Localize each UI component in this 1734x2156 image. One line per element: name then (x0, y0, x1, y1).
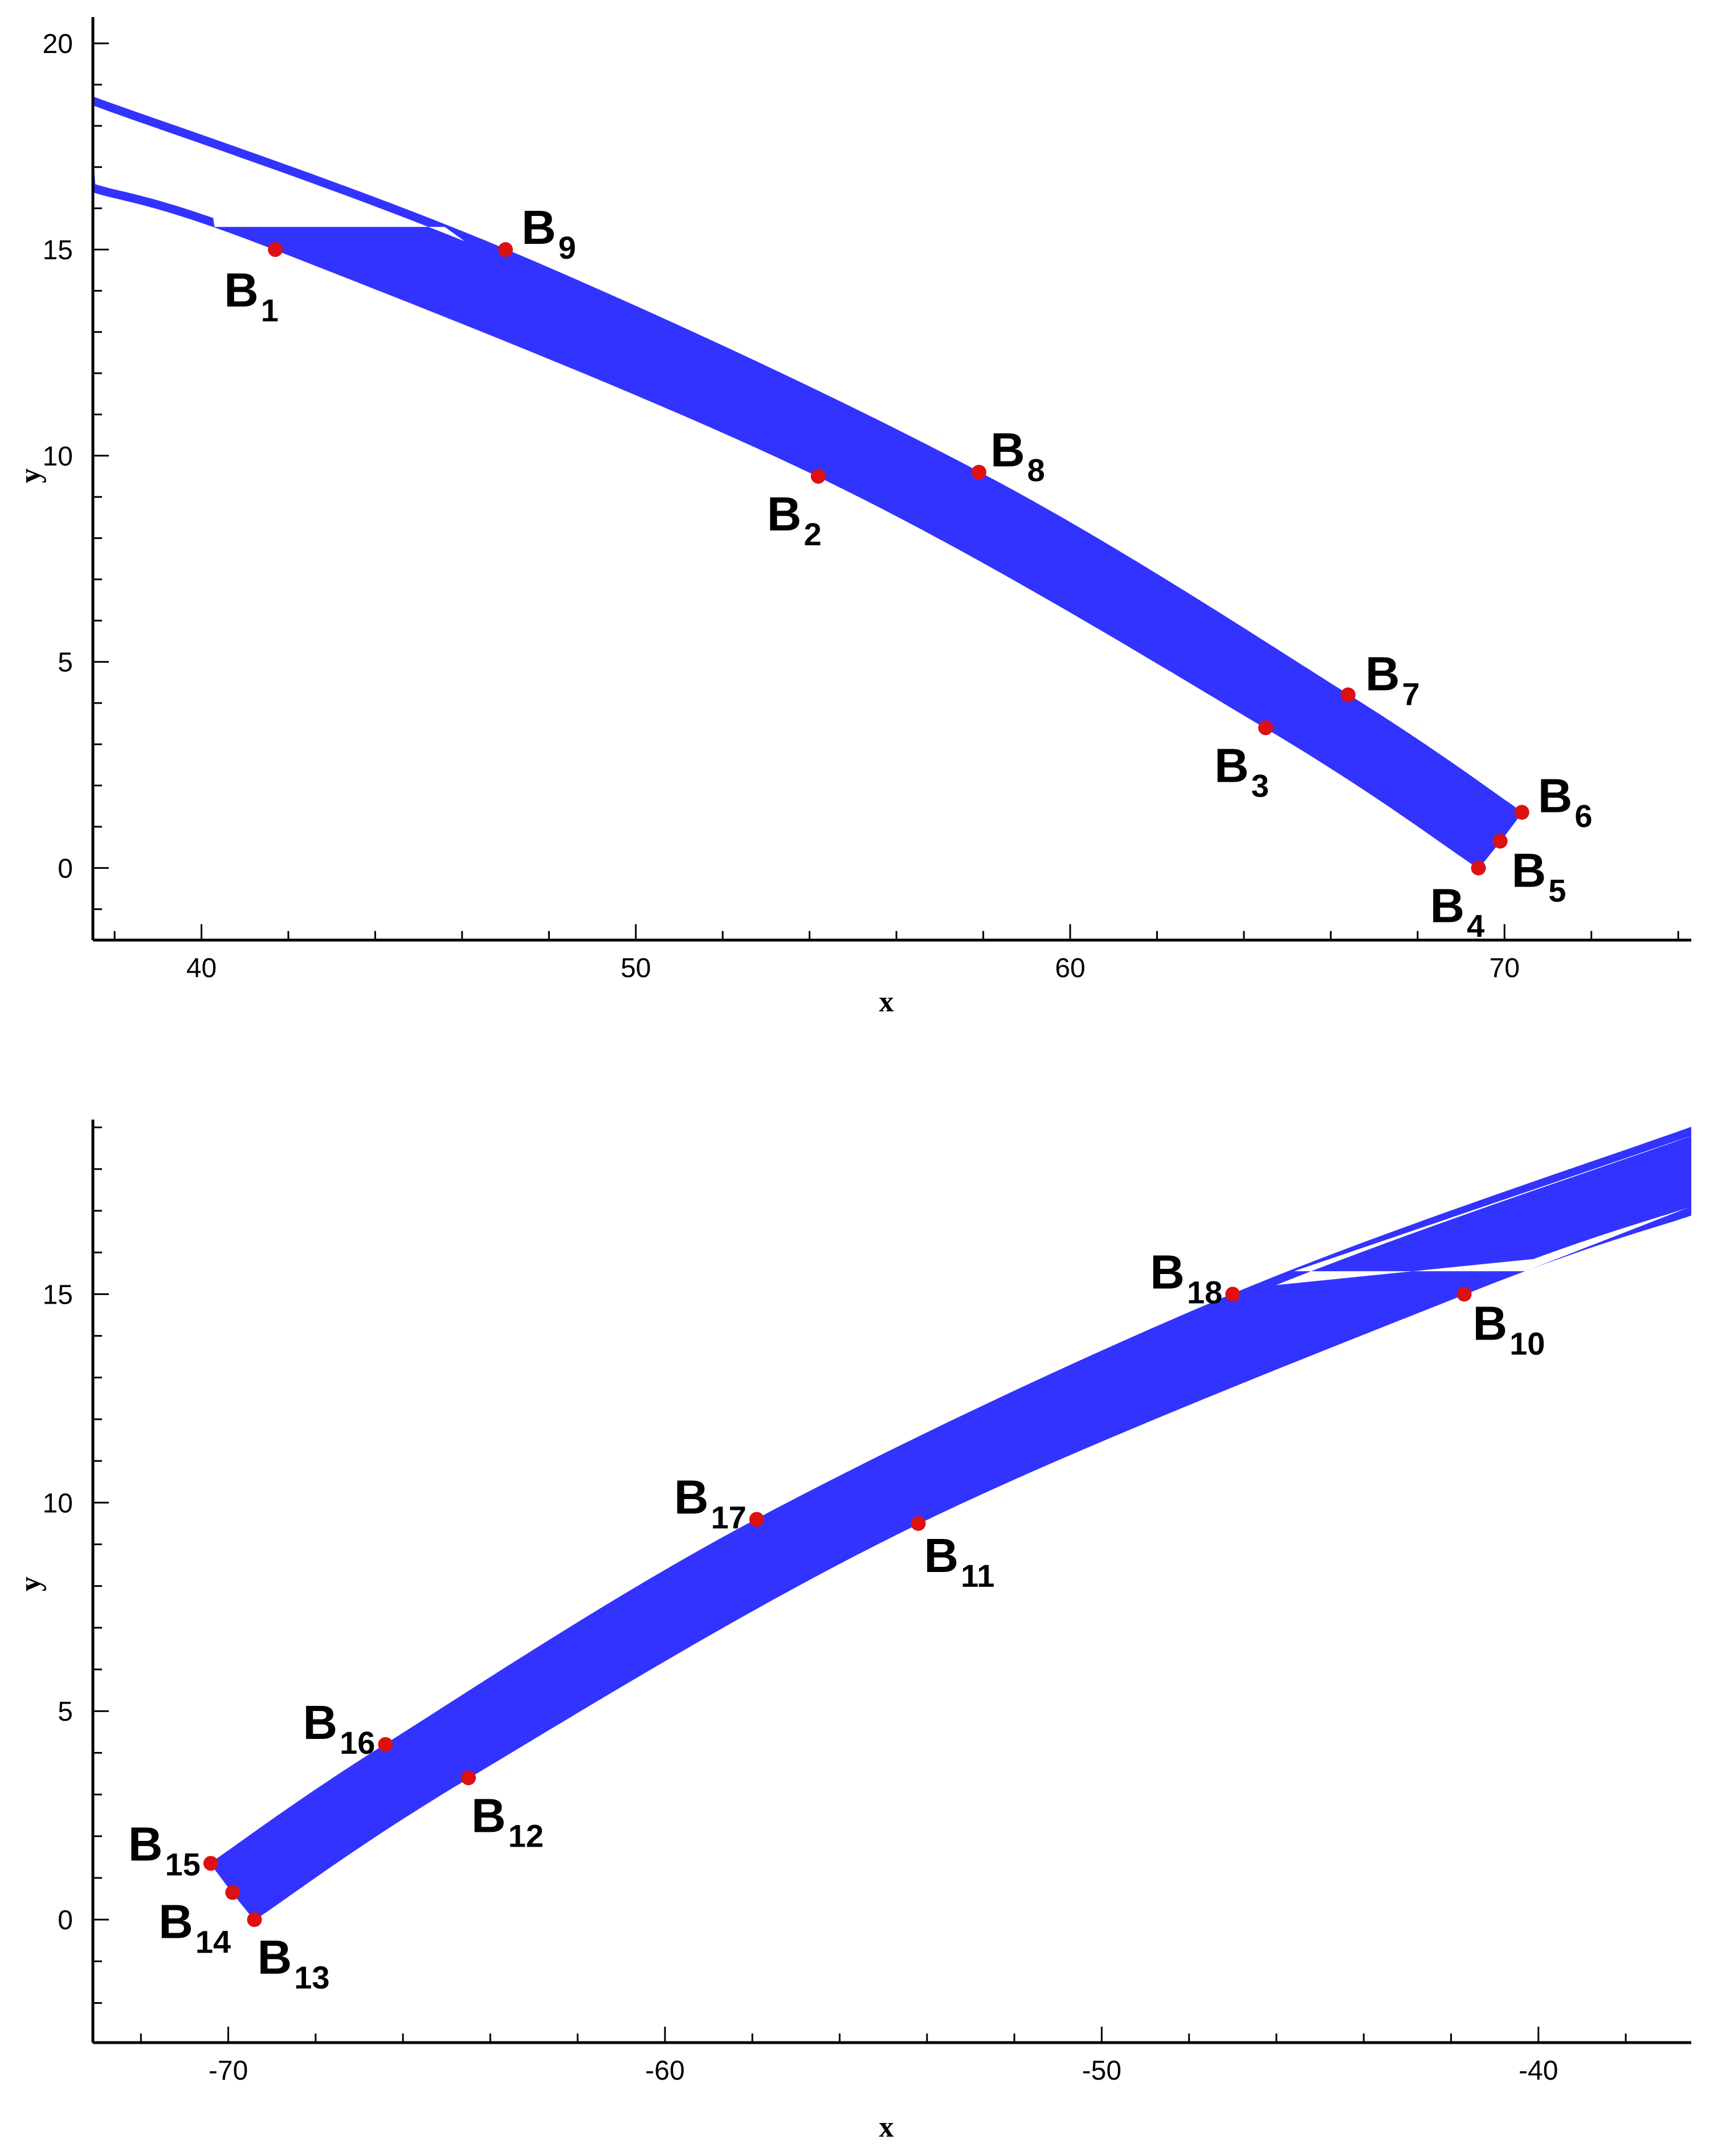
point-label-subscript: 18 (1187, 1274, 1222, 1310)
point-label-subscript: 14 (195, 1924, 231, 1960)
x-tick-label: -40 (1519, 2056, 1558, 2086)
point-label-b11: B11 (924, 1529, 994, 1594)
point-label-b8: B8 (990, 423, 1045, 488)
point-label-b17: B17 (674, 1471, 746, 1536)
y-tick-label: 15 (43, 235, 73, 266)
point-label-subscript: 11 (961, 1558, 994, 1594)
point-label-subscript: 16 (340, 1725, 375, 1761)
y-tick-label: 10 (43, 442, 73, 472)
point-marker-b12 (461, 1770, 476, 1786)
point-label-subscript: 12 (508, 1818, 544, 1853)
point-marker-b9 (498, 242, 513, 257)
point-label-b2: B2 (767, 487, 822, 552)
point-label-b15: B15 (128, 1817, 201, 1882)
point-label-b4: B4 (1430, 879, 1485, 944)
point-label-b3: B3 (1214, 738, 1269, 803)
branch-gap (93, 105, 465, 242)
y-tick-label: 5 (58, 1697, 73, 1727)
point-label-subscript: 17 (711, 1500, 746, 1536)
point-label-b6: B6 (1538, 769, 1593, 834)
point-marker-b2 (810, 468, 826, 484)
x-tick-label: -60 (645, 2056, 684, 2086)
y-tick-label: 5 (58, 648, 73, 678)
point-marker-b8 (971, 464, 986, 480)
point-marker-b17 (749, 1512, 764, 1527)
point-label-subscript: 4 (1467, 908, 1484, 944)
plot-area (210, 1126, 1691, 1921)
x-tick-label: 50 (621, 953, 651, 983)
point-label-b16: B16 (303, 1696, 375, 1761)
point-label-subscript: 15 (165, 1846, 201, 1882)
x-tick-label: 40 (186, 953, 217, 983)
x-tick-label: -70 (209, 2056, 248, 2086)
y-tick-label: 0 (58, 854, 73, 884)
chart-panel-2: -70 -60 -50 -40 0 5 10 15 x y B10 B11 B12 B13 B14 B15 B1… (14, 1120, 1691, 2143)
x-tick-label: 60 (1055, 953, 1085, 983)
mesh-band (93, 96, 1523, 869)
y-tick-label: 20 (43, 29, 73, 59)
point-label-subscript: 8 (1027, 452, 1045, 488)
point-label-b12: B12 (471, 1788, 544, 1853)
point-marker-b6 (1514, 805, 1529, 820)
y-tick-label: 10 (43, 1488, 73, 1518)
y-axis-title: y (14, 468, 47, 483)
y-tick-label: 0 (58, 1905, 73, 1936)
point-label-subscript: 2 (804, 516, 822, 552)
plot-area (93, 96, 1523, 869)
point-label-b14: B14 (158, 1895, 231, 1960)
point-marker-b16 (378, 1737, 393, 1752)
point-label-subscript: 10 (1509, 1325, 1545, 1361)
point-marker-b4 (1471, 860, 1486, 876)
point-label-b10: B10 (1472, 1296, 1545, 1361)
point-label-subscript: 3 (1251, 767, 1269, 803)
point-label-b13: B13 (258, 1930, 330, 1995)
x-tick-label: 70 (1490, 953, 1520, 983)
point-label-subscript: 5 (1548, 872, 1566, 908)
point-marker-b11 (911, 1516, 926, 1531)
point-label-b5: B5 (1512, 843, 1566, 908)
point-marker-b14 (225, 1885, 240, 1900)
y-tick-label: 15 (43, 1280, 73, 1310)
point-marker-b18 (1225, 1287, 1241, 1302)
point-label-subscript: 13 (294, 1959, 329, 1995)
point-label-b1: B1 (224, 263, 279, 328)
x-axis-title: x (879, 2111, 894, 2143)
point-marker-b7 (1340, 687, 1356, 703)
point-marker-b15 (203, 1856, 218, 1871)
point-label-b7: B7 (1365, 647, 1420, 712)
mesh-band (210, 1126, 1691, 1921)
x-axis-title: x (879, 986, 894, 1018)
point-marker-b10 (1456, 1287, 1472, 1302)
point-label-subscript: 9 (558, 230, 576, 266)
point-label-b9: B9 (521, 201, 576, 266)
point-marker-b1 (268, 242, 283, 257)
point-label-subscript: 7 (1402, 676, 1420, 712)
y-axis-title: y (14, 1577, 47, 1591)
point-marker-b13 (247, 1912, 262, 1928)
point-label-subscript: 6 (1574, 798, 1592, 834)
x-tick-label: -50 (1082, 2056, 1121, 2086)
point-label-subscript: 1 (261, 292, 279, 328)
point-marker-b3 (1258, 720, 1274, 736)
point-label-b18: B18 (1150, 1245, 1222, 1310)
point-marker-b5 (1492, 834, 1508, 849)
